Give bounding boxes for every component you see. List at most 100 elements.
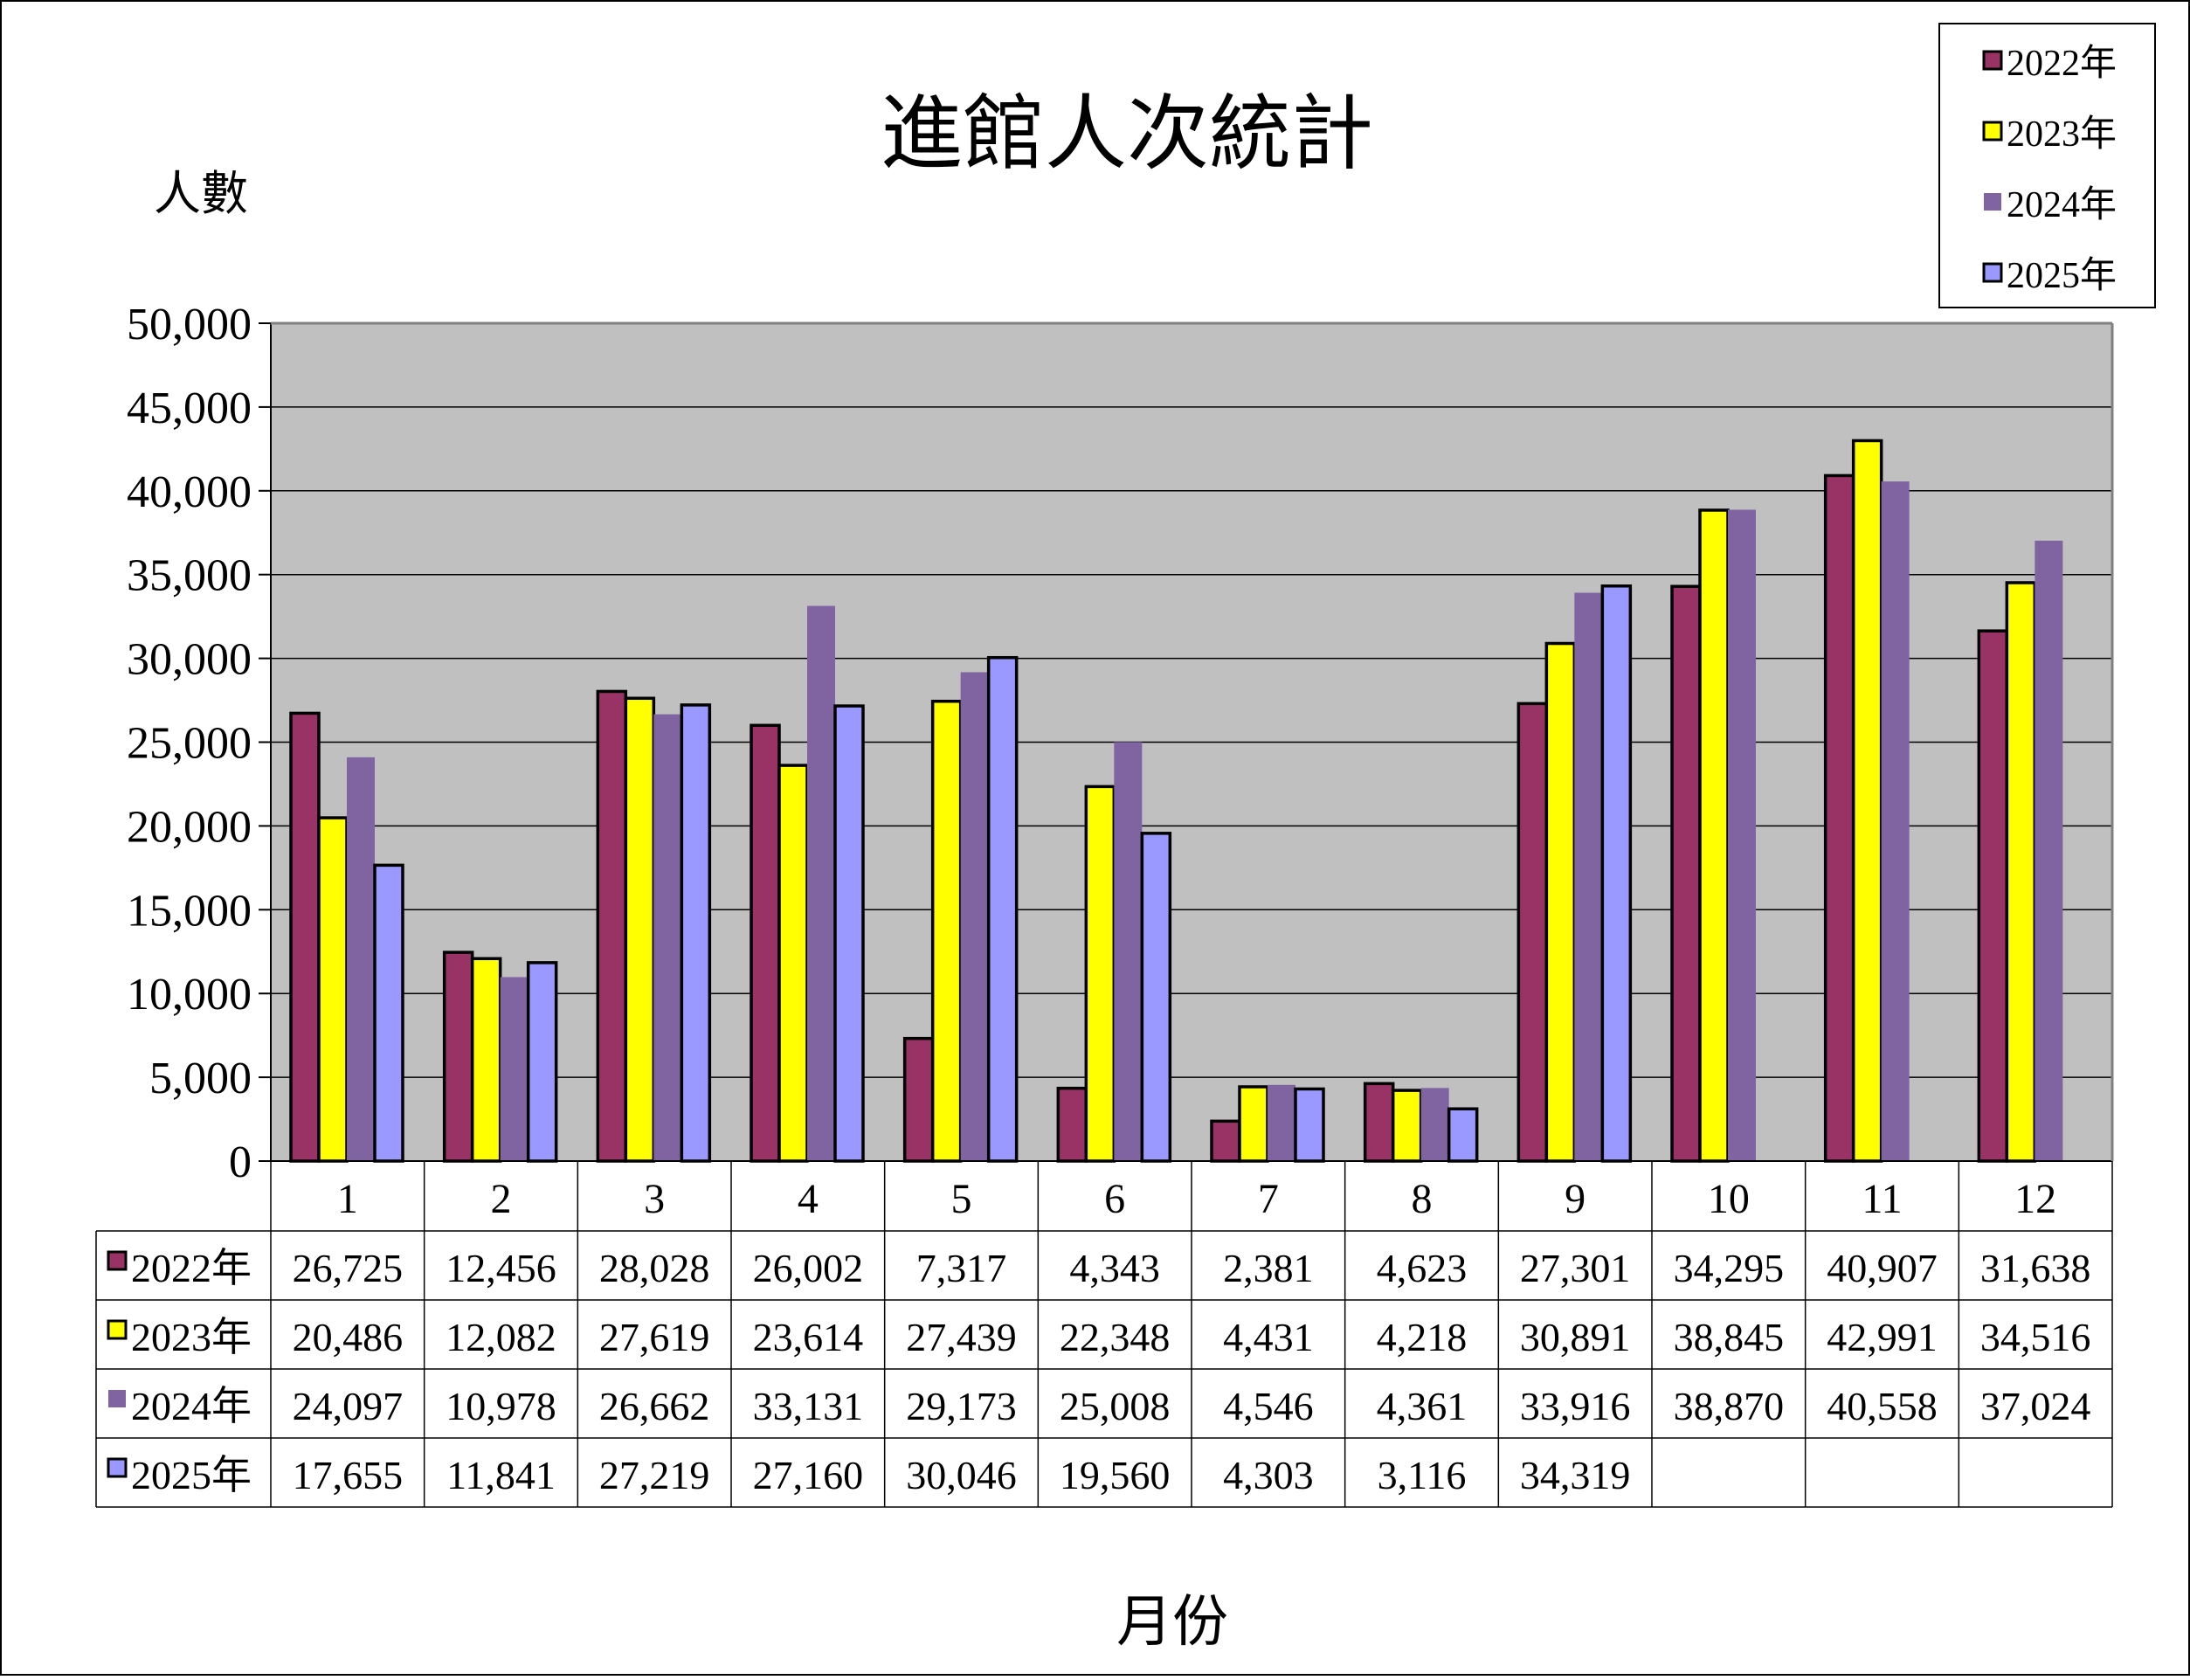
- table-cell-value: 22,348: [1060, 1315, 1171, 1359]
- bar-2023年-12: [2005, 581, 2037, 1163]
- bar-2024年-5: [960, 672, 989, 1161]
- table-cell-value: 4,546: [1223, 1384, 1314, 1428]
- y-tick-label: 45,000: [127, 384, 252, 433]
- table-cell-value: 33,131: [753, 1384, 864, 1428]
- table-series-label: 2023年: [131, 1315, 252, 1359]
- table-cell-value: 40,907: [1827, 1246, 1938, 1290]
- y-tick-label: 50,000: [127, 300, 252, 349]
- table-cell-value: 12,456: [446, 1246, 556, 1290]
- chart-title: 進館人次統計: [881, 89, 1373, 180]
- table-cell-value: 30,046: [906, 1453, 1017, 1497]
- table-legend-key-2023年: [107, 1319, 128, 1340]
- table-cell-value: 11,841: [446, 1453, 556, 1497]
- bar-2023年-10: [1698, 508, 1730, 1163]
- table-cell-value: 34,319: [1520, 1453, 1631, 1497]
- bar-2022年-10: [1670, 584, 1702, 1163]
- table-cell-value: 10,978: [446, 1384, 556, 1428]
- x-tick-label: 5: [951, 1176, 972, 1222]
- x-tick-label: 9: [1565, 1176, 1586, 1222]
- table-cell-value: 26,002: [753, 1246, 864, 1290]
- y-tick-label: 25,000: [127, 719, 252, 769]
- bar-2025年-3: [680, 703, 712, 1163]
- x-tick-label: 2: [491, 1176, 512, 1222]
- table-cell-value: 2,381: [1223, 1246, 1314, 1290]
- bar-2023年-9: [1544, 641, 1577, 1163]
- legend-key-2022年: [1982, 50, 2003, 71]
- table-series-label: 2025年: [131, 1453, 252, 1497]
- table-cell-value: 27,219: [599, 1453, 710, 1497]
- legend-label: 2023年: [2007, 114, 2117, 155]
- table-cell-value: 26,725: [293, 1246, 404, 1290]
- table-cell-value: 40,558: [1827, 1384, 1938, 1428]
- bar-2022年-5: [902, 1036, 935, 1163]
- bar-2024年-10: [1728, 509, 1756, 1161]
- bar-2023年-11: [1851, 439, 1883, 1163]
- bar-2025年-1: [373, 863, 404, 1163]
- x-tick-label: 4: [798, 1176, 819, 1222]
- table-cell-value: 34,295: [1674, 1246, 1785, 1290]
- legend-key-2023年: [1982, 121, 2003, 142]
- bar-2025年-2: [526, 961, 558, 1163]
- bar-2023年-3: [624, 696, 656, 1163]
- y-tick-label: 10,000: [127, 970, 252, 1020]
- table-cell-value: 4,303: [1223, 1453, 1314, 1497]
- table-cell-value: 3,116: [1378, 1453, 1467, 1497]
- table-cell-value: 7,317: [916, 1246, 1007, 1290]
- x-tick-label: 12: [2014, 1176, 2056, 1222]
- table-cell-value: 28,028: [599, 1246, 710, 1290]
- bar-2025年-9: [1600, 584, 1633, 1163]
- x-tick-label: 6: [1104, 1176, 1125, 1222]
- legend-label: 2024年: [2007, 184, 2117, 225]
- table-cell-value: 30,891: [1520, 1315, 1631, 1359]
- y-tick-label: 35,000: [127, 551, 252, 601]
- table-cell-value: 34,516: [1980, 1315, 2091, 1359]
- table-series-label: 2024年: [131, 1384, 252, 1428]
- table-cell-value: 12,082: [446, 1315, 556, 1359]
- table-cell-value: 4,343: [1069, 1246, 1160, 1290]
- x-tick-label: 7: [1258, 1176, 1279, 1222]
- table-cell-value: 4,218: [1377, 1315, 1468, 1359]
- bar-2025年-4: [833, 704, 865, 1163]
- bar-2022年-11: [1823, 474, 1855, 1163]
- bar-2022年-1: [289, 711, 321, 1163]
- bar-2024年-2: [500, 977, 529, 1161]
- bar-2023年-4: [777, 764, 809, 1163]
- bar-2022年-7: [1210, 1119, 1241, 1163]
- table-cell-value: 42,991: [1827, 1315, 1938, 1359]
- x-tick-label: 10: [1708, 1176, 1750, 1222]
- table-cell-value: 4,623: [1377, 1246, 1468, 1290]
- table-cell-value: 23,614: [753, 1315, 864, 1359]
- table-cell-value: 27,160: [753, 1453, 864, 1497]
- legend-key-2025年: [1982, 262, 2003, 283]
- x-axis-label: 月份: [1116, 1591, 1228, 1653]
- bar-2023年-2: [470, 957, 502, 1163]
- bar-2024年-1: [347, 757, 375, 1161]
- table-legend-key-2025年: [107, 1457, 128, 1478]
- legend-box: [1938, 23, 2156, 308]
- y-axis-label: 人數: [154, 168, 248, 220]
- table-cell-value: 38,845: [1674, 1315, 1785, 1359]
- bar-2024年-6: [1114, 742, 1143, 1161]
- y-tick-label: 40,000: [127, 467, 252, 517]
- bar-2022年-12: [1977, 629, 2009, 1163]
- bar-2025年-6: [1140, 832, 1172, 1163]
- bar-2023年-5: [930, 699, 963, 1163]
- x-tick-label: 11: [1862, 1176, 1902, 1222]
- y-tick-label: 0: [229, 1137, 252, 1187]
- table-cell-value: 19,560: [1060, 1453, 1171, 1497]
- bar-2024年-9: [1574, 592, 1603, 1161]
- x-tick-label: 3: [644, 1176, 665, 1222]
- bar-2025年-5: [986, 655, 1019, 1163]
- table-cell-value: 4,361: [1377, 1384, 1468, 1428]
- bar-2024年-11: [1881, 481, 1910, 1161]
- table-cell-value: 26,662: [599, 1384, 710, 1428]
- table-cell-value: 24,097: [293, 1384, 404, 1428]
- bar-2025年-7: [1294, 1087, 1325, 1163]
- table-legend-key-2024年: [108, 1390, 126, 1407]
- bar-2023年-7: [1238, 1085, 1269, 1163]
- bar-2023年-1: [317, 816, 349, 1163]
- bar-2024年-4: [807, 605, 835, 1161]
- bar-2024年-8: [1420, 1088, 1449, 1161]
- table-cell-value: 31,638: [1980, 1246, 2091, 1290]
